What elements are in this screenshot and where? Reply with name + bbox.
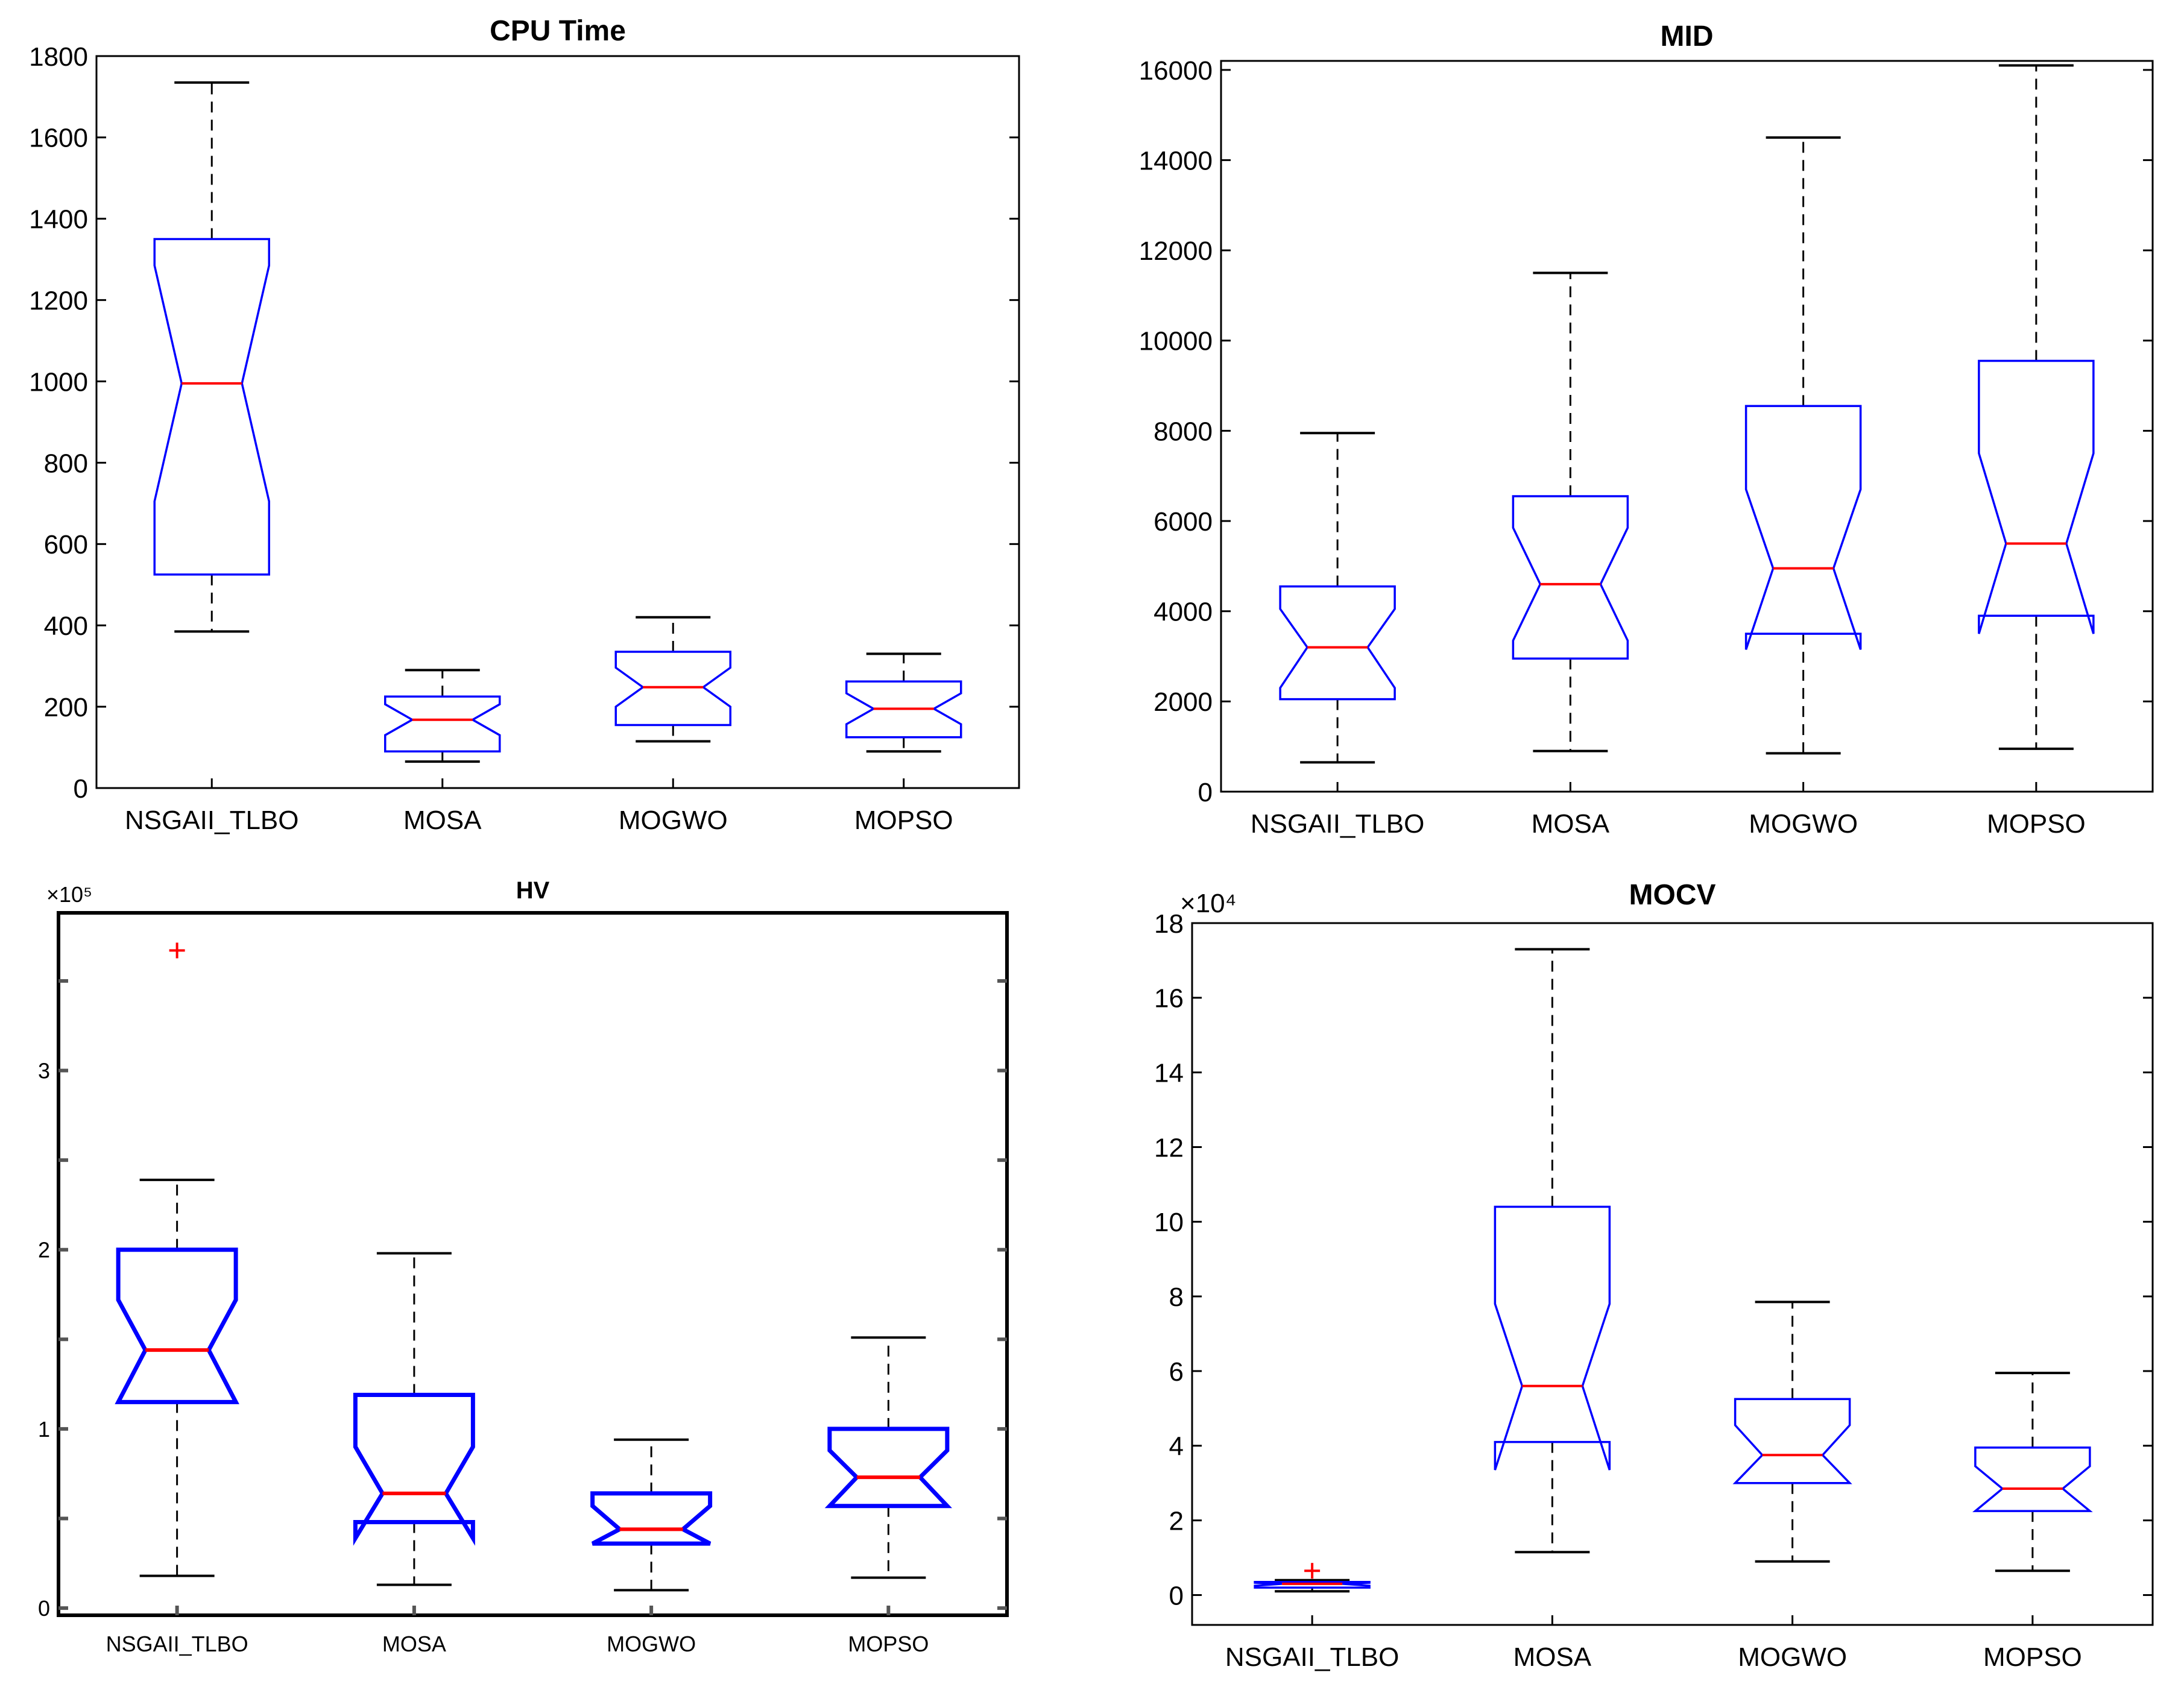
- x-tick-label: MOPSO: [848, 1632, 929, 1656]
- y-tick-label: 200: [44, 693, 88, 722]
- y-tick-label: 1: [38, 1417, 50, 1442]
- y-tick-label: 0: [1198, 778, 1213, 807]
- y-tick-label: 10000: [1139, 327, 1213, 356]
- outlier-marker: [169, 942, 185, 959]
- notched-box: [590, 1491, 713, 1546]
- x-tick-label: MOGWO: [1738, 1642, 1847, 1672]
- x-tick-label: MOPSO: [854, 806, 953, 835]
- y-tick-label: 0: [74, 774, 88, 804]
- y-tick-label: 14: [1154, 1058, 1184, 1088]
- y-tick-label: 2000: [1154, 687, 1213, 717]
- y-tick-label: 10: [1154, 1208, 1184, 1237]
- outlier-marker: [1304, 1563, 1321, 1579]
- x-tick-label: MOPSO: [1987, 809, 2086, 839]
- boxplot-panel: HV ×10⁵ 0 1 2 3 NSGAII_TLBO MOSA MOGWO MOPSO: [38, 877, 1009, 1656]
- x-tick-label: MOSA: [382, 1632, 446, 1656]
- x-tick-label: MOGWO: [1749, 809, 1858, 839]
- y-tick-label: 1600: [29, 124, 88, 153]
- x-tick-label: MOSA: [1532, 809, 1610, 839]
- plot-frame: [1220, 60, 2154, 793]
- y-tick-label: 800: [44, 449, 88, 478]
- y-tick-label: 4: [1169, 1432, 1184, 1462]
- boxplot-panel: CPU Time 0 200 400 600 800 1000 1200 1400 1600 180…: [29, 15, 1020, 835]
- y-tick-label: 0: [38, 1596, 50, 1621]
- y-tick-label: 8000: [1154, 417, 1213, 446]
- x-tick-label: MOGWO: [619, 806, 728, 835]
- notched-box: [1254, 1581, 1371, 1589]
- x-tick-label: MOPSO: [1983, 1642, 2082, 1672]
- y-tick-label: 12000: [1139, 236, 1213, 266]
- notched-box: [384, 695, 501, 753]
- y-tick-label: 6: [1169, 1357, 1184, 1387]
- notched-box: [1494, 1205, 1611, 1471]
- notched-box: [153, 238, 270, 576]
- y-tick-label: 4000: [1154, 598, 1213, 627]
- boxplot-panel: MOCV ×10⁴ 0 2 4 6 8 10 12 14 16 18 NSGAII_TLBO MOSA MO…: [1154, 879, 2154, 1672]
- y-tick-label: 1000: [29, 367, 88, 397]
- x-tick-label: NSGAII_TLBO: [125, 806, 299, 835]
- y-tick-label: 0: [1169, 1581, 1184, 1610]
- y-tick-label: 12: [1154, 1133, 1184, 1162]
- x-tick-label: NSGAII_TLBO: [1225, 1642, 1400, 1672]
- notched-box: [845, 680, 962, 739]
- notched-box: [353, 1392, 475, 1546]
- notched-box: [824, 1427, 953, 1509]
- notched-box: [115, 1247, 239, 1404]
- y-tick-label: 16000: [1139, 56, 1213, 86]
- notched-box: [1978, 359, 2095, 634]
- chart-title: CPU Time: [490, 15, 626, 47]
- y-tick-label: 16: [1154, 984, 1184, 1014]
- notched-box: [1744, 405, 1862, 650]
- chart-title: MOCV: [1629, 879, 1716, 911]
- y-tick-label: 3: [38, 1058, 50, 1083]
- notched-box: [1972, 1446, 2093, 1512]
- plot-frame: [57, 911, 1009, 1617]
- exponent-label: ×10⁵: [46, 882, 92, 907]
- y-tick-label: 1200: [29, 286, 88, 316]
- y-tick-label: 2: [38, 1238, 50, 1263]
- notched-box: [1279, 585, 1396, 701]
- chart-title: HV: [516, 877, 550, 904]
- y-tick-label: 1800: [29, 42, 88, 72]
- notched-box: [1732, 1398, 1852, 1484]
- y-tick-label: 1400: [29, 205, 88, 235]
- plot-frame: [95, 55, 1020, 789]
- x-tick-label: NSGAII_TLBO: [106, 1632, 248, 1656]
- boxplot-panel: MID 0 2000 4000 6000 8000 10000 12000 14000 16000…: [1139, 20, 2154, 839]
- exponent-label: ×10⁴: [1180, 889, 1237, 918]
- chart-title: MID: [1661, 20, 1714, 52]
- plot-frame: [1191, 922, 2154, 1626]
- y-tick-label: 14000: [1139, 146, 1213, 175]
- notched-box: [614, 651, 731, 727]
- notched-box: [1512, 495, 1629, 660]
- y-tick-label: 18: [1154, 909, 1184, 939]
- y-tick-label: 6000: [1154, 507, 1213, 537]
- y-tick-label: 8: [1169, 1282, 1184, 1312]
- x-tick-label: MOSA: [1513, 1642, 1592, 1672]
- x-tick-label: MOSA: [403, 806, 482, 835]
- y-tick-label: 400: [44, 611, 88, 641]
- y-tick-label: 600: [44, 530, 88, 560]
- x-tick-label: NSGAII_TLBO: [1251, 809, 1425, 839]
- x-tick-label: MOGWO: [607, 1632, 696, 1656]
- y-tick-label: 2: [1169, 1506, 1184, 1536]
